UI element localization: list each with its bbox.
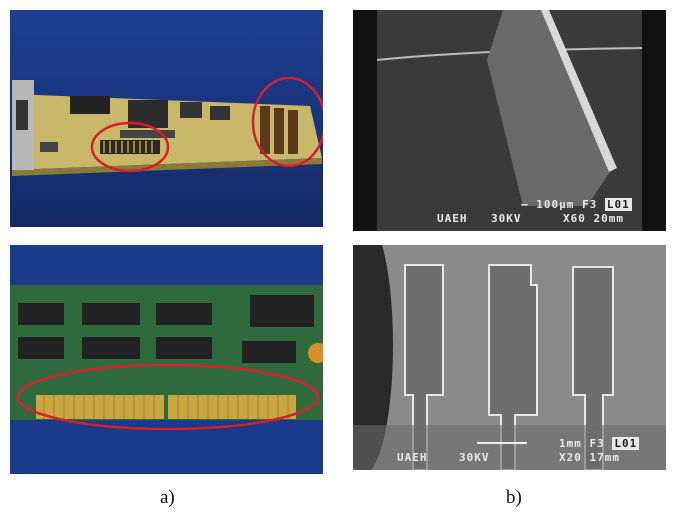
sem-top-mag: X60 20mm bbox=[563, 212, 624, 225]
sem-bottom-voltage: 30KV bbox=[459, 451, 490, 464]
sem-bottom-mag: X20 17mm bbox=[559, 451, 620, 464]
sem-top-scale-label: — 100µm F3 L01 bbox=[521, 198, 632, 211]
photo-circuit-board-top bbox=[10, 10, 323, 227]
caption-b: b) bbox=[506, 487, 522, 508]
sem-bottom-scale-label: 1mm F3 L01 bbox=[559, 437, 640, 450]
sem-top-operator: UAEH bbox=[437, 212, 468, 225]
sem-bottom-operator: UAEH bbox=[397, 451, 428, 464]
sem-top-voltage: 30KV bbox=[491, 212, 522, 225]
caption-a: a) bbox=[160, 487, 175, 508]
photo-edge-connector bbox=[10, 245, 323, 474]
sem-image-connector-traces: 1mm F3 L01 UAEH 30KV X20 17mm bbox=[353, 245, 666, 470]
sem-image-pin-cross-section: — 100µm F3 L01 UAEH 30KV X60 20mm bbox=[353, 10, 666, 231]
